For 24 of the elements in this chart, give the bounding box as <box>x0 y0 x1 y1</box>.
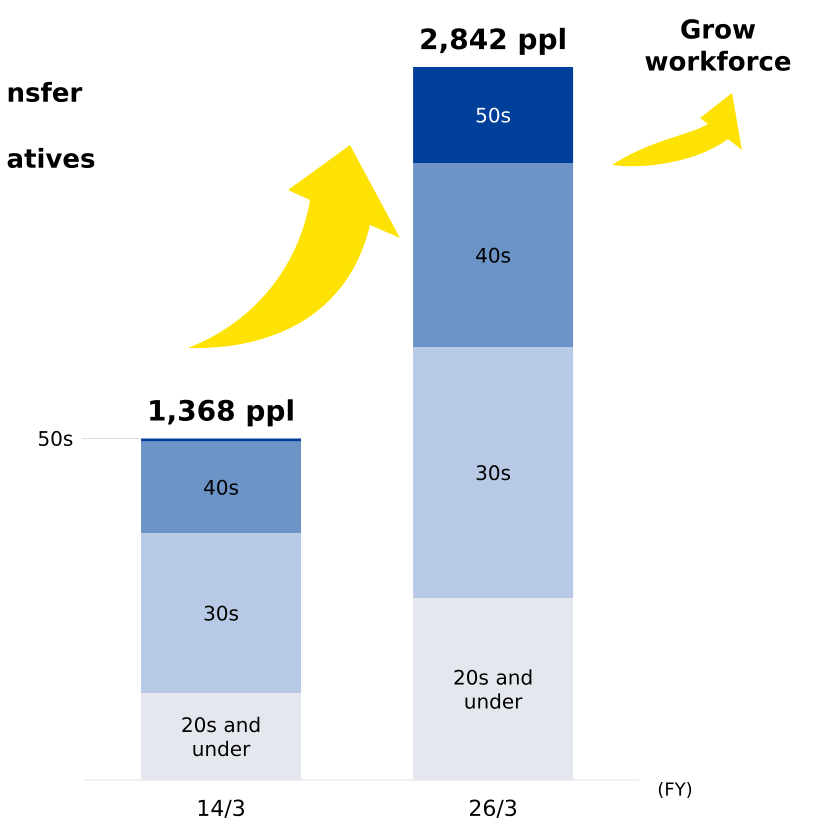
annotation: atives <box>8 148 94 168</box>
annotation: 1,368 ppl <box>150 399 293 426</box>
text: 30s <box>476 465 510 480</box>
series-label: 20s and under <box>182 716 260 756</box>
x-tick-label: 14/3 <box>198 800 244 818</box>
series-label: 40s <box>204 480 238 495</box>
text: 20s and under <box>454 669 532 709</box>
series-label: 50s <box>476 108 510 123</box>
x-tick-label: 26/3 <box>470 800 516 818</box>
bar <box>413 163 574 348</box>
text: 40s <box>476 248 510 263</box>
series-label: 30s <box>204 606 238 621</box>
bar <box>141 438 302 442</box>
text: 50s <box>38 430 72 446</box>
bar <box>413 347 574 598</box>
bar <box>413 598 574 780</box>
text: (FY) <box>658 782 692 798</box>
bar <box>141 441 302 534</box>
bar <box>141 533 302 694</box>
bar <box>413 66 574 164</box>
bar <box>141 693 302 780</box>
text: nsfer <box>8 82 82 102</box>
annotation: 2,842 ppl <box>421 28 565 55</box>
text: Grow workforce <box>645 19 790 71</box>
